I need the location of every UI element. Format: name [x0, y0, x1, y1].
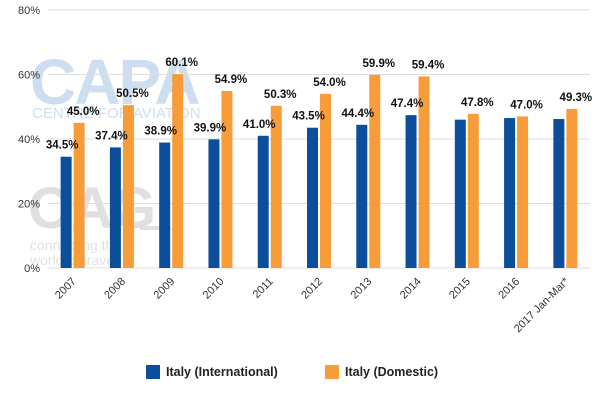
data-label-domestic: 45.0% — [67, 106, 100, 118]
bar-international — [454, 119, 466, 269]
bar-international — [159, 142, 171, 268]
data-label-international: 34.5% — [46, 140, 79, 152]
bar-international — [405, 115, 417, 268]
data-label-domestic: 60.1% — [165, 57, 198, 69]
bar-domestic — [172, 74, 184, 269]
bar-domestic — [320, 93, 331, 268]
data-label-domestic: 59.4% — [412, 59, 445, 71]
y-tick-label: 80% — [18, 5, 40, 17]
bar-international — [356, 124, 368, 268]
x-tick-label: 2014 — [398, 276, 424, 302]
bar-domestic — [73, 122, 85, 268]
data-label-international: 44.4% — [341, 108, 374, 120]
y-tick-label: 60% — [18, 70, 40, 82]
bar-international — [208, 139, 220, 268]
bar-international — [257, 135, 269, 268]
data-label-domestic: 50.3% — [264, 89, 297, 101]
data-label-international: 43.5% — [292, 111, 325, 123]
data-label-domestic: 54.0% — [313, 77, 346, 89]
grid-lines — [48, 9, 590, 269]
data-label-domestic: 47.0% — [510, 99, 543, 111]
bar-international — [553, 119, 565, 268]
data-label-international: 37.4% — [95, 130, 128, 142]
data-label-domestic: 49.3% — [560, 92, 593, 104]
x-tick-label: 2012 — [299, 276, 325, 302]
bar-domestic — [122, 105, 134, 268]
y-tick-label: 20% — [18, 199, 40, 211]
bar-domestic — [517, 116, 529, 268]
bar-international — [60, 156, 72, 268]
data-label-domestic: 47.8% — [461, 97, 494, 109]
x-tick-label: 2015 — [447, 276, 473, 302]
data-labels: 34.5% 45.0% 37.4% 50.5% 38.9% 60.1% 39.9% 54.9%… — [46, 57, 592, 152]
bar-international — [109, 147, 121, 268]
x-tick-label: 2009 — [152, 276, 178, 302]
bar-domestic — [467, 113, 479, 268]
data-label-domestic: 59.9% — [362, 58, 395, 70]
legend: Italy (International) Italy (Domestic) — [146, 365, 438, 379]
legend-label-domestic: Italy (Domestic) — [345, 365, 438, 379]
bars — [60, 74, 578, 269]
x-axis-ticks: 2007 2008 2009 2010 2011 2012 2013 2014 2015 2016… — [53, 275, 572, 335]
watermark: CAPA CENTRE FOR AVIATION OAG connecting … — [28, 46, 201, 268]
x-tick-label: 2011 — [251, 276, 276, 301]
x-tick-label: 2013 — [349, 276, 375, 302]
data-label-international: 39.9% — [194, 122, 227, 134]
y-tick-label: 0% — [24, 263, 40, 275]
data-label-international: 47.4% — [391, 98, 424, 110]
legend-swatch-domestic — [325, 365, 339, 379]
y-tick-label: 40% — [18, 134, 40, 146]
data-label-international: 38.9% — [144, 126, 177, 138]
bar-domestic — [221, 90, 233, 268]
capa-sub-watermark: CENTRE FOR AVIATION — [32, 105, 201, 122]
oag-sub2-watermark: world of travel — [29, 252, 117, 268]
legend-label-international: Italy (International) — [166, 365, 278, 379]
bar-domestic — [566, 109, 578, 268]
bar-domestic — [270, 105, 282, 268]
oag-logo-watermark: OAG — [28, 176, 154, 241]
legend-swatch-international — [146, 365, 160, 379]
y-axis-ticks: 0% 20% 40% 60% 80% — [18, 5, 40, 275]
data-label-domestic: 50.5% — [116, 88, 149, 100]
x-tick-label: 2016 — [496, 276, 522, 302]
bar-domestic — [418, 76, 430, 268]
data-label-international: 41.0% — [243, 119, 276, 131]
bar-international — [504, 118, 516, 268]
x-tick-label: 2007 — [53, 276, 79, 302]
bar-domestic — [369, 74, 381, 268]
x-tick-label: 2008 — [102, 276, 128, 302]
x-tick-label: 2010 — [201, 276, 227, 302]
data-label-domestic: 54.9% — [215, 74, 248, 86]
bar-international — [307, 127, 318, 269]
